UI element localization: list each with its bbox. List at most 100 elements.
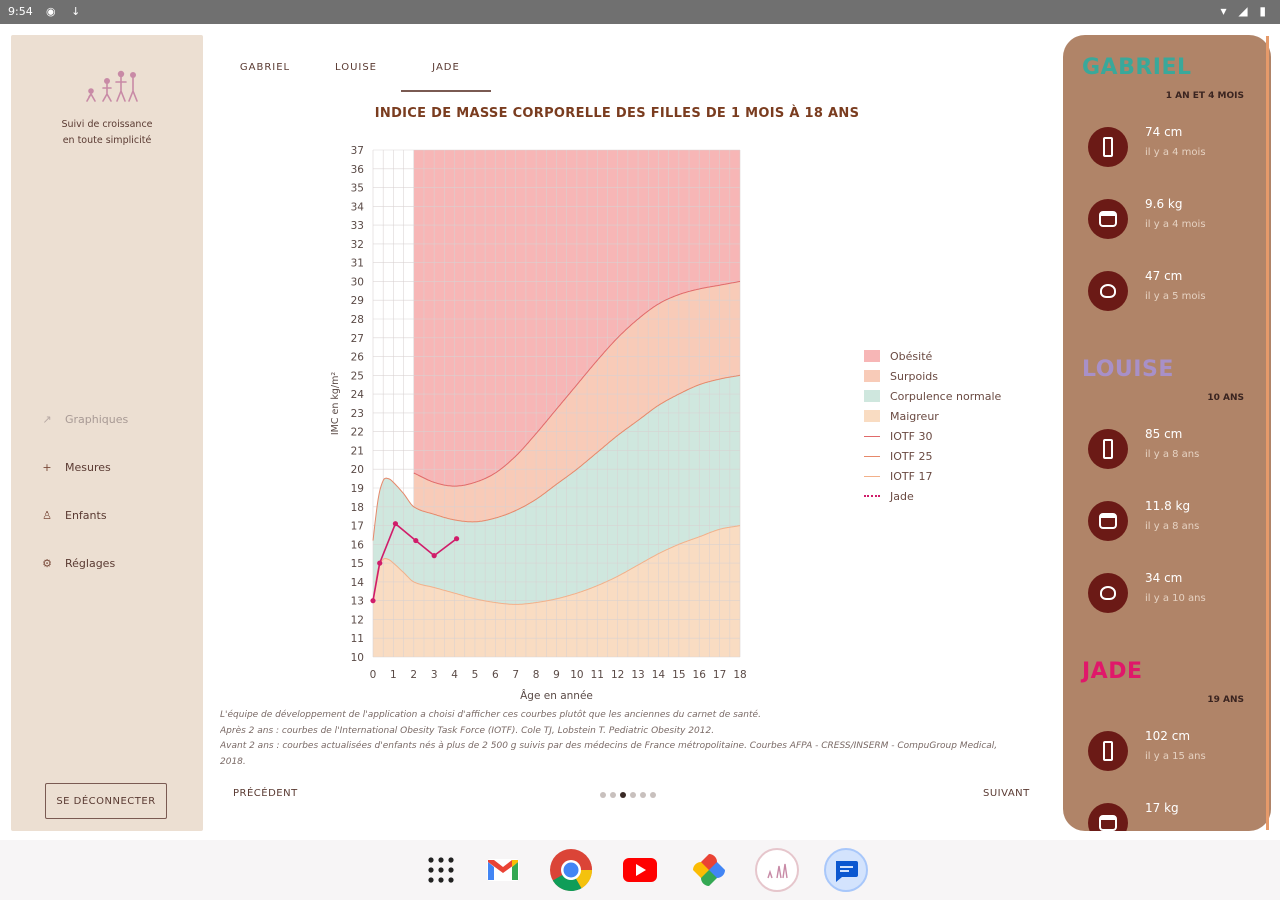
measure-value: 47 cm: [1145, 269, 1183, 283]
curve-iotf-17: [372, 525, 741, 605]
sidebar-item-reglages[interactable]: ⚙ Réglages: [39, 539, 199, 587]
legend-label: Jade: [890, 489, 914, 503]
legend-label: Maigreur: [890, 409, 939, 423]
head-circumference-icon: [1088, 573, 1128, 613]
app-dock: [0, 840, 1280, 900]
y-tick-label: 37: [351, 145, 364, 157]
legend-swatch: [864, 350, 880, 362]
y-tick-label: 28: [351, 314, 364, 326]
page-indicator: [600, 792, 660, 798]
measure-height: 102 cm il y a 15 ans: [1088, 725, 1258, 775]
logout-button[interactable]: SE DÉCONNECTER: [45, 783, 167, 819]
status-system-icons: ▾ ◢ ▮: [1220, 4, 1270, 18]
app-tagline: Suivi de croissance en toute simplicité: [61, 119, 153, 146]
legend-label: IOTF 17: [890, 469, 933, 483]
measure-weight: 11.8 kg il y a 8 ans: [1088, 495, 1258, 545]
y-tick-label: 29: [351, 295, 364, 307]
y-tick-label: 14: [351, 577, 365, 589]
sidebar-item-enfants[interactable]: ♙ Enfants: [39, 491, 199, 539]
measure-value: 17 kg: [1145, 801, 1179, 815]
sidebar-item-label: Mesures: [65, 460, 111, 474]
sidebar-nav: ↗ Graphiques + Mesures ♙ Enfants ⚙ Régla…: [39, 395, 199, 587]
sidebar-item-mesures[interactable]: + Mesures: [39, 443, 199, 491]
series-point-jade: [392, 521, 399, 527]
measure-date: il y a 8 ans: [1145, 521, 1200, 532]
legend-swatch: [864, 370, 880, 382]
measure-value: 102 cm: [1145, 729, 1191, 743]
sidebar-item-graphiques[interactable]: ↗ Graphiques: [39, 395, 199, 443]
bmi-chart: 1011121314151617181920212223242526272829…: [330, 145, 747, 702]
y-tick-label: 15: [351, 558, 364, 570]
legend-label: IOTF 25: [890, 449, 933, 463]
weight-icon: [1088, 803, 1128, 831]
status-time: 9:54: [8, 5, 33, 18]
next-button[interactable]: SUIVANT: [983, 788, 1030, 799]
measure-weight: 17 kg: [1088, 797, 1258, 831]
legend-item-iotf-25: IOTF 25: [864, 446, 1001, 466]
app-drawer-icon[interactable]: [419, 848, 463, 892]
previous-button[interactable]: PRÉCÉDENT: [233, 788, 298, 799]
curve-iotf-30: [413, 280, 741, 487]
status-bar: 9:54 ◉ ↓ ▾ ◢ ▮: [0, 0, 1280, 24]
page-dot[interactable]: [610, 792, 616, 798]
chrome-icon[interactable]: [549, 848, 593, 892]
page-dot[interactable]: [630, 792, 636, 798]
sidebar-item-label: Graphiques: [65, 412, 129, 426]
sidebar-item-label: Enfants: [65, 508, 107, 522]
panel-scroll-edge: [1266, 36, 1269, 830]
measure-date: il y a 4 mois: [1145, 219, 1206, 230]
footnote-line: 2018.: [220, 756, 246, 767]
legend-swatch: [864, 390, 880, 402]
measure-date: il y a 15 ans: [1145, 751, 1206, 762]
x-tick-label: 6: [492, 669, 499, 681]
measure-date: il y a 8 ans: [1145, 449, 1200, 460]
series-point-jade: [453, 536, 460, 542]
legend-item-corpulence-normale: Corpulence normale: [864, 386, 1001, 406]
measure-value: 11.8 kg: [1145, 499, 1191, 513]
x-tick-label: 8: [533, 669, 540, 681]
x-axis-label: Âge en année: [520, 689, 593, 702]
app-logo-icon: [86, 70, 138, 102]
height-icon: [1088, 731, 1128, 771]
y-tick-label: 19: [351, 483, 364, 495]
page-dot[interactable]: [600, 792, 606, 798]
y-tick-label: 36: [351, 164, 365, 176]
x-tick-label: 0: [370, 669, 377, 681]
tab-louise[interactable]: LOUISE: [334, 62, 378, 73]
gmail-icon[interactable]: [481, 848, 525, 892]
head-circumference-icon: [1088, 271, 1128, 311]
chart-icon: ↗: [42, 412, 52, 426]
legend-label: Obésité: [890, 349, 933, 363]
y-tick-label: 17: [351, 521, 364, 533]
series-point-jade: [431, 553, 437, 559]
chart-legend: Obésité Surpoids Corpulence normale Maig…: [864, 346, 1001, 506]
measure-height: 85 cm il y a 8 ans: [1088, 423, 1258, 473]
messages-icon[interactable]: [824, 848, 868, 892]
photos-icon[interactable]: [687, 848, 731, 892]
youtube-icon[interactable]: [618, 848, 662, 892]
chart-footnote: L'équipe de développement de l'applicati…: [220, 708, 1050, 770]
legend-item-obesite: Obésité: [864, 346, 1001, 366]
y-tick-label: 21: [351, 445, 364, 457]
y-tick-label: 18: [351, 502, 364, 514]
weight-icon: [1088, 199, 1128, 239]
page-dot[interactable]: [640, 792, 646, 798]
page-dot[interactable]: [650, 792, 656, 798]
y-tick-label: 31: [351, 258, 364, 270]
measure-head: 47 cm il y a 5 mois: [1088, 265, 1258, 315]
measure-date: il y a 4 mois: [1145, 147, 1206, 158]
x-tick-label: 5: [472, 669, 479, 681]
y-tick-label: 12: [351, 614, 364, 626]
x-tick-label: 14: [652, 669, 666, 681]
status-notification-icons: ◉ ↓: [46, 5, 87, 18]
tab-jade[interactable]: JADE: [401, 52, 491, 92]
y-tick-label: 32: [351, 239, 364, 251]
children-icon: ♙: [42, 508, 52, 522]
legend-line: [864, 435, 880, 437]
tab-gabriel[interactable]: GABRIEL: [239, 62, 291, 73]
y-tick-label: 25: [351, 370, 364, 382]
page-dot-active[interactable]: [620, 792, 626, 798]
growth-app-icon[interactable]: [755, 848, 799, 892]
measure-head: 34 cm il y a 10 ans: [1088, 567, 1258, 617]
y-tick-label: 23: [351, 408, 364, 420]
